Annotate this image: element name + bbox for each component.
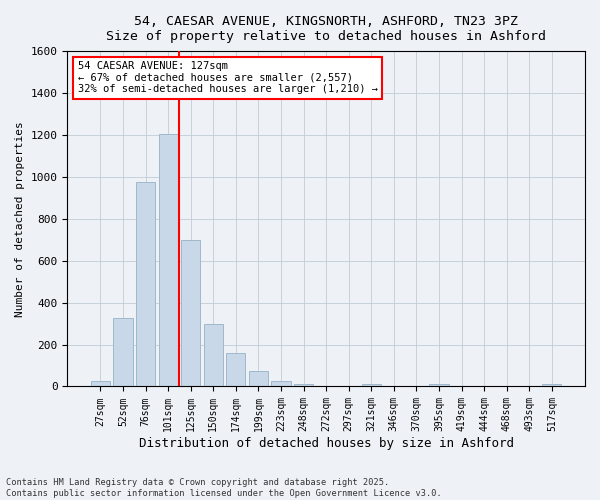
Bar [362,384,381,386]
Text: 54 CAESAR AVENUE: 127sqm
← 67% of detached houses are smaller (2,557)
32% of sem: 54 CAESAR AVENUE: 127sqm ← 67% of detach… [77,61,377,94]
Bar [249,371,268,386]
Y-axis label: Number of detached properties: Number of detached properties [15,121,25,316]
Title: 54, CAESAR AVENUE, KINGSNORTH, ASHFORD, TN23 3PZ
Size of property relative to de: 54, CAESAR AVENUE, KINGSNORTH, ASHFORD, … [106,15,546,43]
Text: Contains HM Land Registry data © Crown copyright and database right 2025.
Contai: Contains HM Land Registry data © Crown c… [6,478,442,498]
Bar [136,182,155,386]
Bar [226,353,245,386]
X-axis label: Distribution of detached houses by size in Ashford: Distribution of detached houses by size … [139,437,514,450]
Bar [294,384,313,386]
Bar [542,384,562,386]
Bar [271,381,290,386]
Bar [91,381,110,386]
Bar [181,240,200,386]
Bar [430,384,449,386]
Bar [203,324,223,386]
Bar [113,318,133,386]
Bar [158,134,178,386]
